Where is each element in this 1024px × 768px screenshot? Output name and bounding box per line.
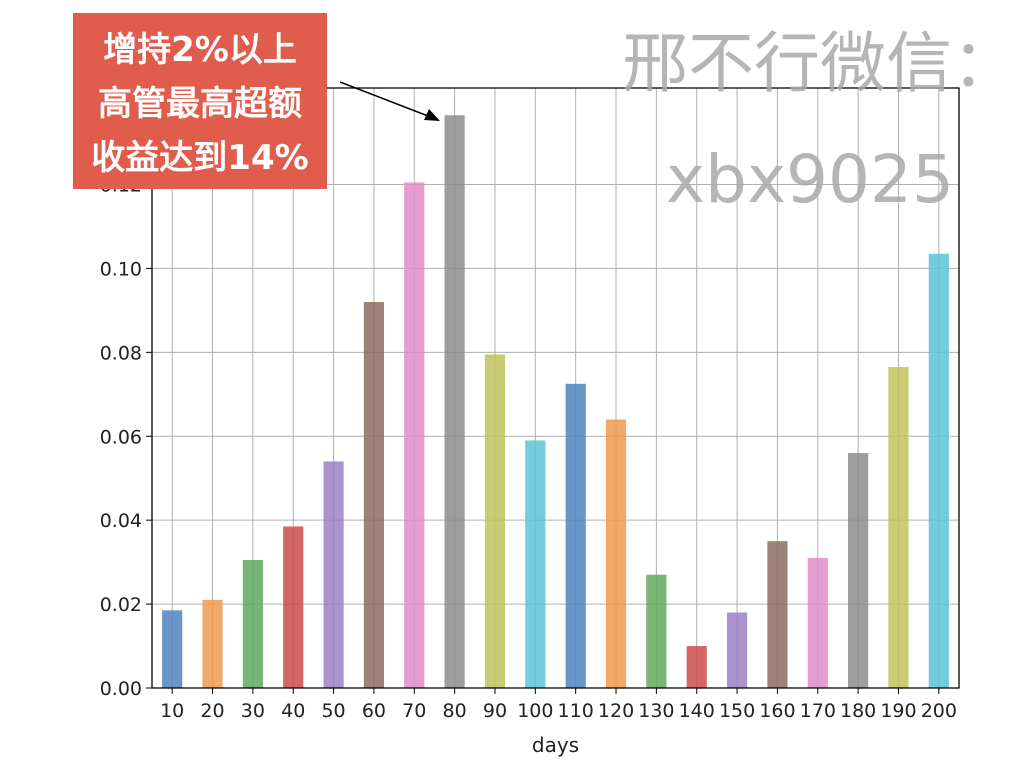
bar-130 — [646, 574, 667, 688]
bars — [162, 115, 949, 689]
x-tick-label: 200 — [921, 700, 957, 722]
x-tick-label: 10 — [160, 700, 184, 722]
y-tick-label: 0.10 — [100, 258, 142, 280]
bar-110 — [565, 383, 586, 688]
annotation-line-2: 高管最高超额 — [98, 84, 302, 124]
x-tick-label: 140 — [679, 700, 715, 722]
annotation-arrow-head — [424, 109, 440, 121]
bar-140 — [686, 646, 707, 688]
annotation-line-3: 收益达到14% — [91, 138, 309, 178]
bar-200 — [928, 253, 949, 689]
bar-100 — [525, 440, 546, 688]
x-tick-label: 40 — [281, 700, 305, 722]
y-tick-label: 0.06 — [100, 426, 142, 448]
bar-60 — [363, 301, 385, 688]
annotation-callout: 增持2%以上 高管最高超额 收益达到14% — [73, 13, 327, 189]
bar-50 — [323, 461, 344, 688]
y-tick-label: 0.08 — [100, 342, 142, 364]
bar-120 — [605, 419, 627, 688]
bar-80 — [444, 115, 465, 689]
annotation-line-1: 增持2%以上 — [103, 30, 297, 70]
annotation-arrow — [339, 81, 429, 117]
x-tick-label: 190 — [880, 700, 916, 722]
bar-90 — [484, 354, 506, 688]
bar-160 — [767, 541, 788, 688]
bar-170 — [807, 557, 828, 688]
x-tick-label: 60 — [362, 700, 386, 722]
x-axis-label: days — [532, 733, 579, 757]
x-tick-label: 30 — [241, 700, 265, 722]
y-tick-label: 0.04 — [100, 510, 142, 532]
bar-10 — [162, 610, 183, 688]
watermark-line-2: xbx9025 — [666, 141, 954, 218]
x-tick-label: 170 — [800, 700, 836, 722]
y-axis-ticks: 0.000.020.040.060.080.100.12 — [100, 175, 152, 700]
x-tick-label: 20 — [200, 700, 224, 722]
y-tick-label: 0.00 — [100, 678, 142, 700]
x-tick-label: 80 — [443, 700, 467, 722]
x-axis-ticks: 10 20 30 40 50 60 70 80 90 100 110 120 130 140 150 160 1… — [160, 688, 957, 722]
x-tick-label: 150 — [719, 700, 755, 722]
x-tick-label: 90 — [483, 700, 507, 722]
x-tick-label: 110 — [558, 700, 594, 722]
bar-180 — [848, 453, 869, 688]
x-tick-label: 70 — [402, 700, 426, 722]
x-tick-label: 50 — [321, 700, 345, 722]
bar-70 — [404, 182, 425, 689]
bar-190 — [888, 367, 909, 688]
bar-150 — [726, 612, 748, 688]
x-tick-label: 130 — [638, 700, 674, 722]
x-tick-label: 120 — [598, 700, 634, 722]
y-tick-label: 0.02 — [100, 594, 142, 616]
bar-30 — [242, 560, 263, 688]
plot-frame — [151, 87, 960, 689]
x-tick-label: 180 — [840, 700, 876, 722]
bar-40 — [283, 526, 304, 688]
x-tick-label: 160 — [759, 700, 795, 722]
x-tick-label: 100 — [517, 700, 553, 722]
bar-20 — [202, 599, 223, 688]
watermark-line-1: 邢不行微信： — [622, 25, 1018, 102]
